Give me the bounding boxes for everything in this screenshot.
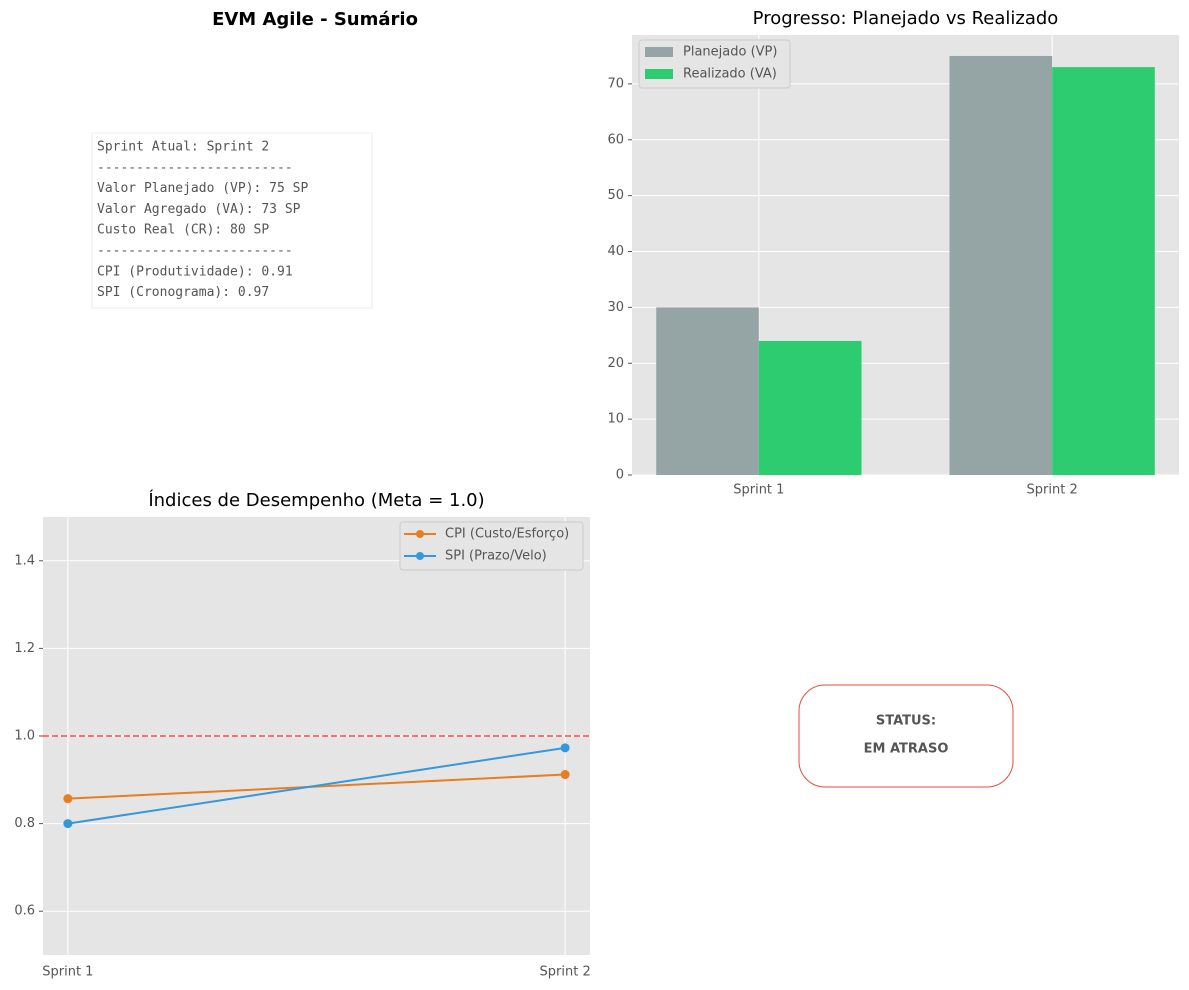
point <box>560 743 570 753</box>
bar <box>758 340 862 475</box>
y-tick-label: 20 <box>607 356 624 371</box>
bar <box>656 307 759 475</box>
legend-label: Realizado (VA) <box>683 67 777 82</box>
summary-box <box>91 132 373 309</box>
y-tick-label: 50 <box>607 188 624 203</box>
summary-line: CPI (Produtividade): 0.91 <box>97 264 293 279</box>
y-tick-label: 1.0 <box>14 729 35 744</box>
bar <box>949 55 1053 475</box>
y-tick-label: 1.4 <box>14 553 35 568</box>
y-tick-label: 40 <box>607 244 624 259</box>
summary-line: ------------------------- <box>97 160 293 175</box>
summary-line: Sprint Atual: Sprint 2 <box>97 140 269 155</box>
y-tick-label: 70 <box>607 76 624 91</box>
y-tick-label: 0.6 <box>14 904 35 919</box>
legend-label: CPI (Custo/Esforço) <box>445 527 569 542</box>
series-line <box>67 746 566 825</box>
chart-title: EVM Agile - Sumário <box>212 9 418 30</box>
y-tick-label: 1.2 <box>14 641 35 656</box>
chart-title: Progresso: Planejado vs Realizado <box>753 8 1059 29</box>
point <box>560 770 570 780</box>
status-text: STATUS: <box>876 714 936 729</box>
y-tick-label: 10 <box>607 412 624 427</box>
point <box>63 794 73 804</box>
summary-line: ------------------------- <box>97 244 293 259</box>
status-box <box>798 684 1014 788</box>
legend-marker <box>416 552 424 560</box>
x-tick-label: Sprint 2 <box>1027 483 1078 498</box>
summary-line: Valor Agregado (VA): 73 SP <box>97 202 301 217</box>
legend-label: Planejado (VP) <box>683 45 777 60</box>
bar <box>1052 67 1155 475</box>
legend-box <box>638 39 791 89</box>
x-tick-label: Sprint 1 <box>733 483 784 498</box>
summary-line: Custo Real (CR): 80 SP <box>97 223 269 238</box>
chart-title: Índices de Desempenho (Meta = 1.0) <box>148 489 484 511</box>
legend-box <box>399 521 584 571</box>
x-tick-label: Sprint 1 <box>42 965 93 980</box>
point <box>63 819 73 829</box>
y-tick-label: 60 <box>607 132 624 147</box>
y-tick-label: 0 <box>616 468 624 483</box>
legend-label: SPI (Prazo/Velo) <box>445 549 547 564</box>
y-tick-label: 0.8 <box>14 816 35 831</box>
summary-line: Valor Planejado (VP): 75 SP <box>97 181 308 196</box>
x-tick-label: Sprint 2 <box>540 965 591 980</box>
legend-swatch <box>645 47 673 57</box>
status-text: EM ATRASO <box>864 742 949 757</box>
legend-swatch <box>645 69 673 79</box>
summary-line: SPI (Cronograma): 0.97 <box>97 285 269 300</box>
legend-marker <box>416 530 424 538</box>
y-tick-label: 30 <box>607 300 624 315</box>
